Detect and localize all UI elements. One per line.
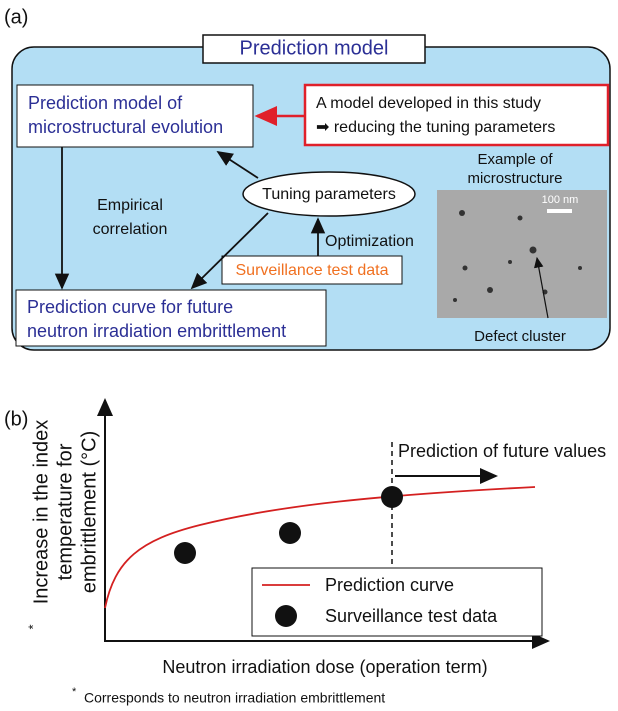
panel-label: (a) [4, 6, 28, 28]
data-point [381, 486, 403, 508]
legend-label: Surveillance test data [325, 606, 498, 626]
edge-label: correlation [93, 221, 168, 238]
box-text: ➡ reducing the tuning parameters [316, 119, 555, 136]
y-label-line: temperature for [54, 443, 76, 580]
box-text: Prediction curve for future [27, 297, 233, 317]
x-label: Neutron irradiation dose (operation term… [162, 657, 487, 677]
y-label: Increase in the index temperature for em… [25, 420, 100, 630]
box-text: Prediction model of [28, 93, 183, 113]
box-text: microstructural evolution [28, 117, 223, 137]
caption: microstructure [467, 170, 562, 187]
micrograph [437, 190, 607, 318]
box-text: neutron irradiation embrittlement [27, 321, 286, 341]
legend-label: Prediction curve [325, 575, 454, 595]
figure: (a) Prediction model Prediction model of… [0, 0, 618, 711]
y-label-line: Increase in the index [30, 420, 52, 605]
data-point [174, 542, 196, 564]
caption: Defect cluster [474, 328, 566, 345]
box-text: Surveillance test data [236, 262, 389, 279]
annotation: Prediction of future values [398, 441, 606, 461]
footnote: Corresponds to neutron irradiation embri… [84, 690, 385, 706]
title: Prediction model [240, 37, 389, 59]
data-point [279, 522, 301, 544]
y-label-line: embrittlement (°C) [78, 431, 100, 593]
scale-label: 100 nm [542, 194, 579, 206]
panel-label: (b) [4, 408, 28, 430]
legend-swatch [275, 605, 297, 627]
caption: Example of [477, 151, 553, 168]
node-text: Tuning parameters [262, 186, 396, 203]
footnote-marker: * [72, 686, 77, 698]
box-text: A model developed in this study [316, 95, 541, 112]
y-label-marker: * [25, 624, 40, 629]
edge-label: Empirical [97, 197, 163, 214]
edge-label: Optimization [325, 233, 414, 250]
scale-bar [547, 209, 572, 213]
